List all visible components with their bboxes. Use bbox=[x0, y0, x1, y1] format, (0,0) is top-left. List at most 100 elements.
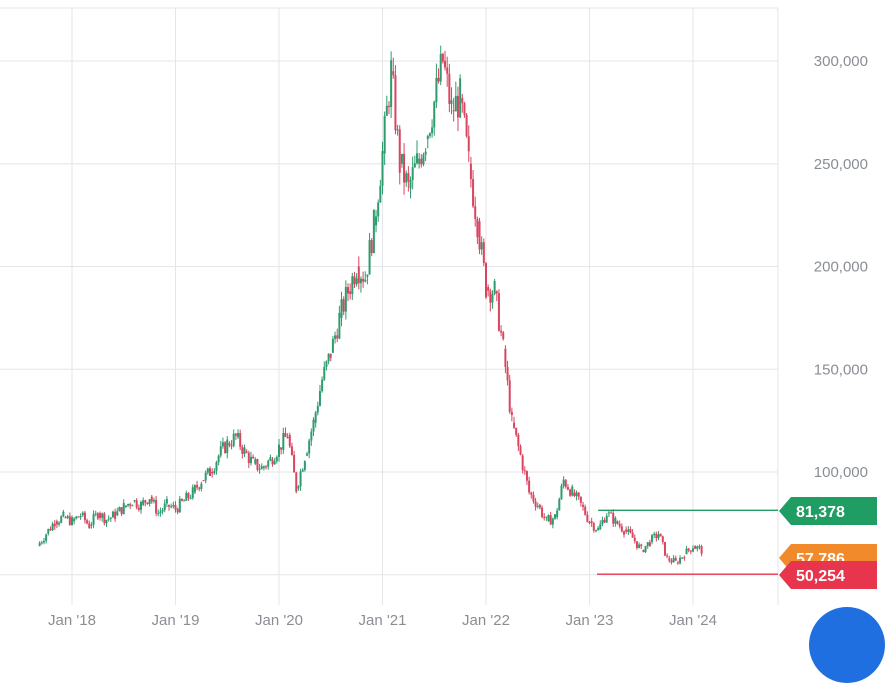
candle-body bbox=[230, 445, 233, 447]
y-tick-label: 200,000 bbox=[814, 259, 868, 276]
candle-body bbox=[674, 557, 677, 561]
candle-body bbox=[428, 133, 431, 136]
candle-body bbox=[273, 461, 276, 465]
candle-body bbox=[295, 472, 298, 492]
candle-body bbox=[269, 457, 272, 461]
candle-body bbox=[502, 332, 505, 340]
candle-body bbox=[133, 500, 136, 502]
candle-body bbox=[403, 153, 406, 183]
candle-body bbox=[536, 506, 539, 508]
candle-body bbox=[280, 447, 283, 450]
candle-body bbox=[196, 485, 199, 488]
candle-body bbox=[321, 379, 324, 392]
candle-body bbox=[353, 276, 356, 285]
candle-body bbox=[267, 460, 270, 467]
candle-body bbox=[534, 501, 537, 507]
candle-body bbox=[554, 514, 556, 519]
candle-body bbox=[245, 451, 248, 453]
candle-body bbox=[144, 500, 147, 503]
candle-body bbox=[323, 366, 326, 380]
candle-body bbox=[49, 528, 52, 531]
x-tick-label: Jan '20 bbox=[255, 612, 303, 629]
candle-body bbox=[206, 468, 209, 473]
candle-body bbox=[155, 499, 158, 514]
candle-body bbox=[482, 242, 485, 264]
candle-body bbox=[359, 278, 362, 284]
candle-body bbox=[226, 439, 229, 454]
candle-body bbox=[47, 528, 50, 534]
candle-body bbox=[202, 480, 205, 482]
candle-body bbox=[301, 469, 304, 472]
candle-body bbox=[338, 312, 341, 339]
candle-body bbox=[120, 507, 123, 514]
candle-body bbox=[209, 468, 211, 476]
candle-body bbox=[635, 541, 638, 548]
candle-body bbox=[663, 541, 666, 556]
candle-body bbox=[122, 502, 125, 514]
candle-body bbox=[439, 53, 442, 82]
candle-body bbox=[157, 513, 160, 515]
candle-body bbox=[495, 291, 498, 294]
candle-body bbox=[431, 127, 434, 134]
candle-body bbox=[651, 535, 654, 542]
candle-body bbox=[219, 446, 222, 456]
candle-body bbox=[659, 533, 662, 537]
candle-body bbox=[420, 158, 423, 165]
candle-body bbox=[549, 515, 552, 525]
candle-body bbox=[623, 531, 625, 535]
candle-body bbox=[189, 498, 192, 500]
candle-body bbox=[562, 479, 565, 486]
candle-body bbox=[396, 129, 399, 131]
candle-body bbox=[506, 366, 509, 381]
candle-body bbox=[387, 105, 390, 107]
candle-body bbox=[413, 163, 416, 168]
y-axis: 100,000 150,000 200,000 250,000 300,000 bbox=[814, 53, 868, 481]
candle-body bbox=[532, 494, 535, 502]
chart-grid bbox=[0, 7, 779, 605]
candle-body bbox=[368, 240, 371, 275]
candle-body bbox=[435, 77, 438, 103]
candle-body bbox=[592, 523, 595, 531]
floating-action-button[interactable] bbox=[809, 607, 885, 683]
candle-body bbox=[411, 167, 414, 181]
candle-body bbox=[90, 524, 93, 526]
candle-body bbox=[474, 206, 477, 219]
y-tick-label: 250,000 bbox=[814, 156, 868, 173]
candle-body bbox=[75, 516, 78, 519]
candle-body bbox=[545, 516, 548, 518]
candle-body bbox=[116, 511, 119, 516]
candle-body bbox=[655, 533, 658, 539]
candle-body bbox=[513, 422, 516, 428]
candle-body bbox=[256, 459, 259, 470]
candle-body bbox=[409, 180, 412, 189]
candle-body bbox=[541, 507, 544, 517]
candle-body bbox=[38, 542, 41, 546]
candle-body bbox=[692, 548, 694, 552]
price-badge-label: 81,378 bbox=[796, 504, 845, 521]
candle-body bbox=[211, 472, 214, 474]
candle-body bbox=[187, 492, 190, 499]
candle-body bbox=[79, 516, 82, 518]
candle-body bbox=[631, 532, 634, 538]
candle-body bbox=[584, 506, 587, 515]
candle-body bbox=[282, 432, 285, 450]
candle-body bbox=[99, 513, 102, 518]
candle-body bbox=[467, 136, 470, 152]
candle-body bbox=[392, 71, 395, 76]
candle-body bbox=[452, 110, 455, 112]
price-badge-label: 50,254 bbox=[796, 568, 845, 585]
candle-body bbox=[685, 548, 688, 555]
candle-body bbox=[610, 512, 613, 514]
candle-body bbox=[66, 516, 69, 518]
candle-body bbox=[105, 519, 108, 524]
candle-body bbox=[355, 278, 358, 285]
candle-body bbox=[334, 335, 337, 339]
candle-body bbox=[579, 496, 582, 503]
candle-body bbox=[73, 518, 76, 522]
candle-body bbox=[94, 513, 97, 515]
price-badge-shape bbox=[779, 497, 877, 525]
candle-body bbox=[569, 489, 572, 496]
candle-body bbox=[351, 276, 354, 295]
candle-body bbox=[523, 470, 526, 472]
